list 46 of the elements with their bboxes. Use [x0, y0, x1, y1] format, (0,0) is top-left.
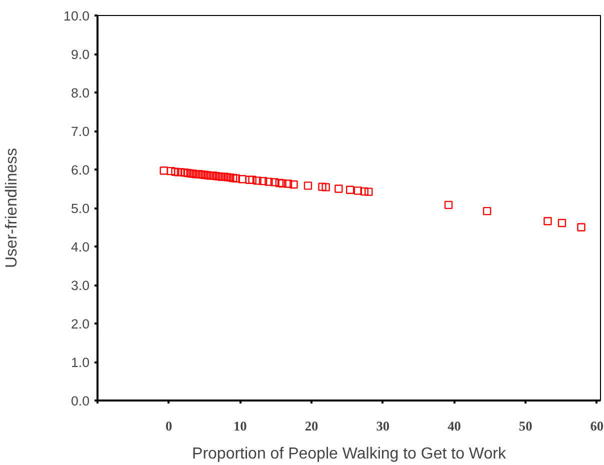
point: [264, 178, 273, 186]
point: [245, 176, 254, 184]
point: [364, 188, 373, 196]
point: [577, 223, 586, 232]
y-tick-label: 4.0: [70, 240, 90, 254]
y-axis-title: User-friendliness: [4, 148, 21, 268]
y-tick-label: 9.0: [70, 47, 90, 62]
x-tick-label: 30: [376, 418, 390, 434]
point: [166, 166, 176, 176]
point: [228, 174, 238, 182]
point: [284, 180, 292, 188]
point: [275, 178, 284, 188]
point: [171, 168, 180, 176]
x-tick-label: 0: [166, 418, 173, 434]
x-tick-label: 40: [448, 418, 462, 434]
point: [346, 186, 354, 194]
point: [360, 187, 368, 196]
y-tick-label: 5.0: [70, 201, 90, 216]
y-tick-label: 1.0: [70, 355, 90, 370]
point: [270, 178, 279, 186]
point: [258, 176, 268, 186]
point: [482, 206, 492, 216]
y-tick-label: 8.0: [70, 86, 90, 100]
y-tick-label: 3.0: [70, 278, 90, 293]
point: [444, 200, 453, 210]
point: [160, 166, 168, 175]
point: [318, 182, 326, 191]
point: [220, 172, 229, 181]
y-tick-label: 7.0: [70, 124, 90, 139]
y-tick-label: 10.0: [64, 8, 90, 24]
x-tick-label: 20: [304, 418, 319, 434]
point: [290, 180, 298, 189]
x-tick-label: 60: [590, 418, 604, 434]
x-axis-title: Proportion of People Walking to Get to Work: [192, 446, 507, 462]
x-tick-label: 50: [518, 418, 533, 434]
y-tick-label: 6.0: [70, 162, 90, 178]
y-tick-label: 0.0: [70, 394, 90, 408]
point: [304, 182, 312, 190]
point: [253, 176, 262, 185]
y-tick-label: 2.0: [70, 316, 90, 332]
point: [544, 216, 552, 226]
x-tick-label: 10: [234, 418, 248, 434]
point: [334, 184, 343, 193]
point: [354, 186, 362, 195]
point: [558, 218, 566, 228]
point: [322, 183, 330, 192]
